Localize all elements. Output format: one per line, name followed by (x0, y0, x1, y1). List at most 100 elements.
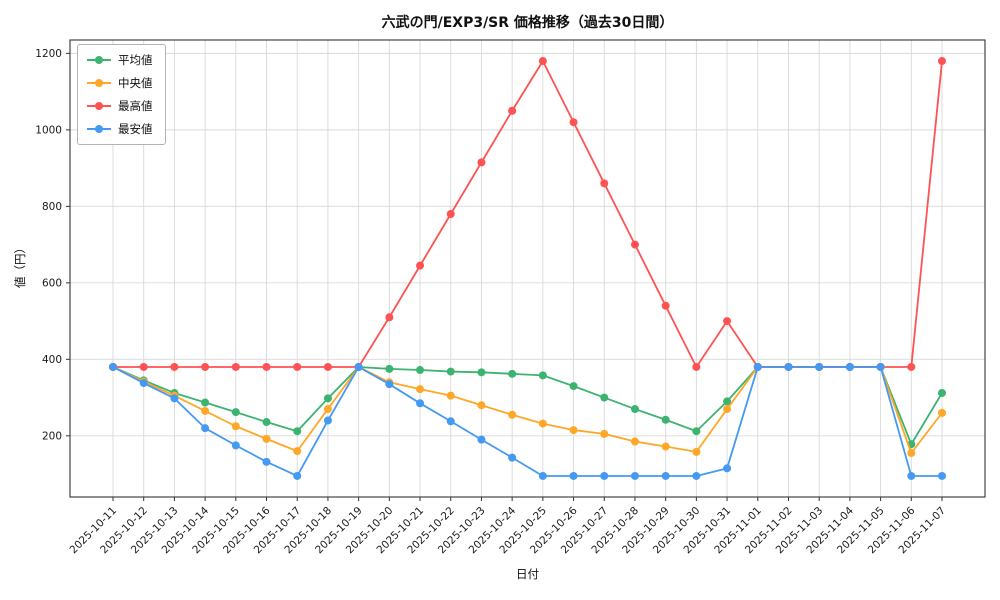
legend-line-swatch (87, 56, 111, 64)
series-3-marker (876, 362, 885, 371)
legend-marker-dot-icon (95, 79, 103, 87)
series-2-marker (938, 57, 946, 66)
series-2-marker (569, 118, 578, 127)
series-1-marker (262, 434, 271, 443)
series-1-marker (231, 422, 240, 431)
legend-marker-dot-icon (95, 56, 103, 64)
series-1-marker (538, 419, 547, 428)
series-1-marker (600, 429, 609, 438)
legend-line-swatch (87, 79, 111, 87)
axis-ticks: 200400600800100012002025-10-112025-10-12… (35, 48, 948, 556)
series-2-marker (170, 362, 179, 371)
series-1-marker (692, 447, 701, 456)
series-3-marker (109, 362, 117, 371)
series-2-marker (231, 362, 240, 371)
series-2-marker (630, 240, 639, 249)
series-2-marker (293, 362, 302, 371)
y-tick-label: 400 (42, 354, 62, 366)
legend-entry-1: 中央値 (87, 75, 153, 91)
y-tick-label: 200 (42, 430, 62, 442)
series-3-marker (907, 471, 916, 480)
series-3-marker (170, 394, 179, 403)
series-3-marker (600, 471, 609, 480)
y-tick-label: 800 (42, 201, 62, 213)
series-3-line (112, 366, 942, 477)
series-2-marker (508, 106, 517, 115)
series-3-marker (293, 471, 302, 480)
series-2-marker (323, 362, 332, 371)
series-1-marker (938, 408, 946, 417)
series-1-marker (293, 447, 302, 456)
series-0-marker (446, 367, 455, 376)
series-3-marker (231, 441, 240, 450)
series-1-marker (569, 426, 578, 435)
series-3-marker (723, 464, 732, 473)
legend-label: 中央値 (118, 76, 153, 90)
series-0-marker (569, 382, 578, 391)
series-0-marker (416, 366, 425, 375)
legend-marker-dot-icon (95, 102, 103, 110)
series-3-marker (815, 362, 824, 371)
series-0-marker (323, 394, 332, 403)
series-3-marker (784, 362, 793, 371)
series-3-marker (569, 471, 578, 480)
series-2-marker (692, 362, 701, 371)
series-1-marker (907, 449, 916, 458)
legend-marker-dot-icon (95, 125, 103, 133)
y-axis-label: 値（円） (13, 242, 27, 288)
chart-legend: 平均値 中央値 最高値 最安値 (77, 44, 166, 145)
series-2-group (109, 57, 946, 371)
series-0-marker (201, 398, 210, 407)
series-2-marker (600, 179, 609, 188)
series-2-marker (907, 362, 916, 371)
series-0-marker (661, 415, 670, 424)
series-3-group (109, 362, 946, 480)
series-0-marker (600, 393, 609, 402)
series-0-marker (723, 397, 732, 406)
series-2-marker (661, 301, 670, 310)
legend-line-swatch (87, 125, 111, 133)
gridlines (70, 40, 985, 497)
series-0-marker (938, 388, 946, 397)
series-2-marker (538, 57, 547, 66)
series-1-marker (661, 442, 670, 451)
series-1-marker (446, 391, 455, 400)
series-0-marker (262, 418, 271, 427)
series-2-marker (201, 362, 210, 371)
series-1-marker (416, 385, 425, 394)
series-0-marker (538, 371, 547, 380)
series-1-marker (723, 405, 732, 414)
legend-label: 最高値 (118, 99, 153, 113)
series-0-marker (293, 427, 302, 436)
series-2-marker (385, 313, 394, 322)
series-0-marker (508, 369, 517, 378)
series-0-marker (385, 364, 394, 373)
x-axis-label: 日付 (516, 567, 539, 581)
series-3-marker (446, 417, 455, 426)
series-1-marker (508, 410, 517, 419)
legend-label: 最安値 (118, 122, 153, 136)
series-0-marker (477, 368, 486, 377)
series-2-marker (262, 362, 271, 371)
series-0-marker (231, 408, 240, 417)
series-3-marker (538, 471, 547, 480)
series-2-marker (477, 158, 486, 167)
y-tick-label: 1200 (35, 48, 62, 60)
legend-entry-2: 最高値 (87, 98, 153, 114)
y-tick-label: 600 (42, 277, 62, 289)
series-1-marker (201, 406, 210, 415)
series-3-marker (753, 362, 762, 371)
series-1-marker (630, 437, 639, 446)
series-2-marker (446, 210, 455, 219)
series-3-marker (477, 435, 486, 444)
series-2-marker (723, 317, 732, 326)
series-1-marker (323, 405, 332, 414)
series-0-line (112, 366, 943, 446)
series-3-marker (630, 471, 639, 480)
legend-entry-3: 最安値 (87, 121, 153, 137)
series-0-marker (630, 405, 639, 414)
series-3-marker (845, 362, 854, 371)
series-2-line (113, 60, 943, 368)
series-3-marker (262, 457, 271, 466)
